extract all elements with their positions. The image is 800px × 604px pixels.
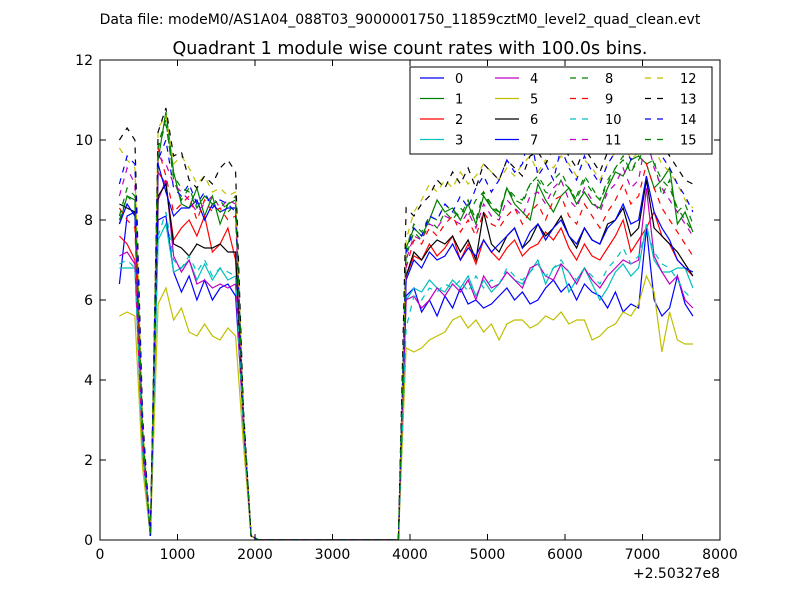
series-line-6 [119,179,694,540]
series-line-8 [118,119,694,540]
legend-label-12: 12 [680,72,697,87]
y-tick-label: 0 [84,533,93,549]
legend-label-11: 11 [605,134,622,149]
legend-label-5: 5 [530,93,538,108]
legend-label-13: 13 [680,93,697,108]
series-line-10 [119,211,694,540]
y-tick-label: 12 [75,53,93,69]
legend-label-15: 15 [680,134,697,149]
series-line-4 [119,179,694,540]
y-tick-label: 10 [75,133,93,149]
plot-area [118,91,694,540]
legend-label-7: 7 [530,134,538,149]
legend-label-2: 2 [455,113,463,128]
x-tick-label: 1000 [160,547,196,563]
legend-label-6: 6 [530,113,538,128]
suptitle: Data file: modeM0/AS1A04_088T03_90000017… [100,12,701,28]
x-tick-label: 2000 [237,547,273,563]
y-tick-label: 8 [84,213,93,229]
series-line-3 [119,222,694,540]
series-line-11 [118,135,694,540]
y-tick-label: 4 [84,373,93,389]
x-tick-label: 6000 [547,547,583,563]
legend-label-9: 9 [605,93,613,108]
legend-label-10: 10 [605,113,622,128]
series-line-2 [118,170,694,540]
series-line-7 [118,163,694,540]
legend-label-14: 14 [680,113,697,128]
series-line-15 [118,123,694,540]
series-line-9 [118,147,694,540]
chart-title: Quadrant 1 module wise count rates with … [173,39,648,59]
series-line-5 [119,274,693,540]
y-tick-label: 2 [84,453,93,469]
x-tick-label: 4000 [392,547,428,563]
x-tick-label: 8000 [702,547,738,563]
x-axis-offset-label: +2.50327e8 [633,566,720,582]
y-tick-label: 6 [84,293,93,309]
legend-label-8: 8 [605,72,613,87]
legend-label-3: 3 [455,134,463,149]
x-tick-label: 5000 [470,547,506,563]
x-tick-label: 3000 [315,547,351,563]
series-line-0 [118,211,694,540]
x-tick-label: 7000 [625,547,661,563]
x-tick-label: 0 [96,547,105,563]
legend-label-4: 4 [530,72,538,87]
axes-ticks: 0 1000 2000 3000 4000 5000 6000 7000 80000246810… [75,53,738,563]
legend-label-1: 1 [455,93,463,108]
legend-label-0: 0 [455,72,463,87]
